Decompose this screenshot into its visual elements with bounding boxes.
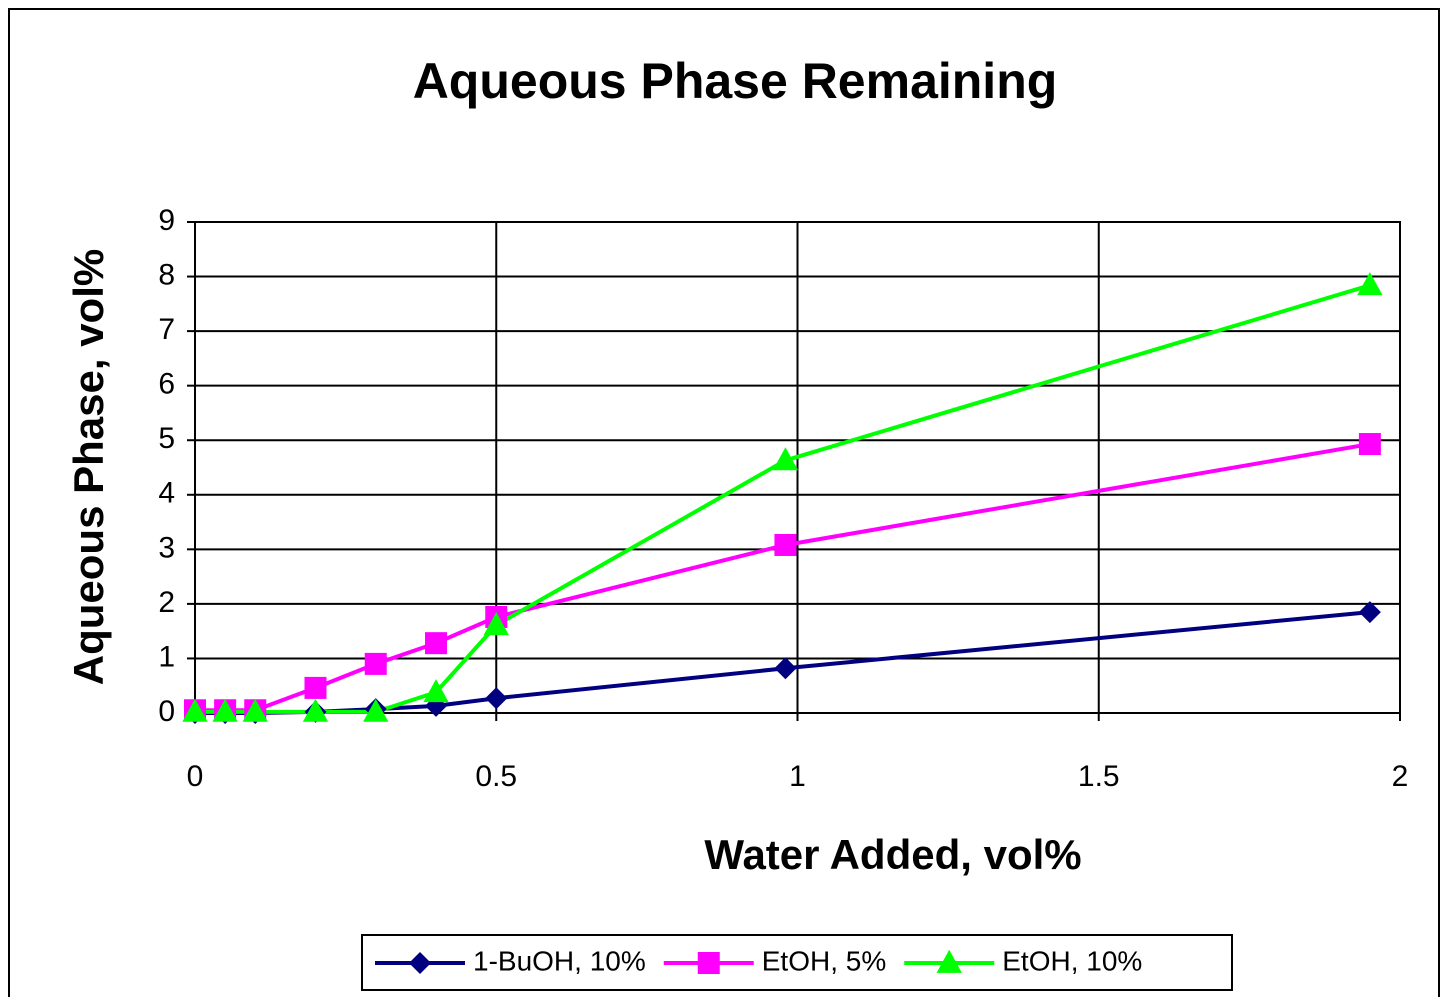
x-tick-label: 2 xyxy=(1392,760,1409,793)
y-tick-label: 9 xyxy=(158,204,175,237)
marker xyxy=(485,687,508,710)
legend-marker xyxy=(697,952,720,974)
y-axis-label: Aqueous Phase, vol% xyxy=(65,249,112,685)
marker xyxy=(772,447,799,471)
legend xyxy=(361,934,1233,991)
y-tick-label: 7 xyxy=(158,313,175,346)
y-tick-label: 8 xyxy=(158,258,175,291)
y-tick-label: 2 xyxy=(158,586,175,619)
marker xyxy=(423,679,449,703)
x-tick-label: 0 xyxy=(187,760,204,793)
marker xyxy=(242,698,268,722)
marker xyxy=(363,698,389,722)
legend-marker xyxy=(936,949,962,973)
marker xyxy=(212,698,238,722)
legend-label: 1-BuOH, 10% xyxy=(473,945,646,976)
y-tick-label: 6 xyxy=(158,368,175,401)
x-tick-label: 0.5 xyxy=(475,760,517,793)
legend-label: EtOH, 10% xyxy=(1002,945,1142,976)
chart-title: Aqueous Phase Remaining xyxy=(413,53,1058,109)
legend-marker xyxy=(409,952,431,974)
y-tick-label: 3 xyxy=(158,531,175,564)
marker xyxy=(304,676,327,699)
y-tick-label: 0 xyxy=(158,695,175,728)
y-tick-label: 4 xyxy=(158,477,175,510)
y-tick-label: 5 xyxy=(158,422,175,455)
marker xyxy=(1357,272,1383,296)
marker xyxy=(182,698,208,722)
marker xyxy=(774,533,797,556)
marker xyxy=(774,657,797,680)
marker xyxy=(302,698,329,722)
y-tick-label: 1 xyxy=(158,640,175,673)
x-tick-label: 1.5 xyxy=(1078,760,1120,793)
x-tick-label: 1 xyxy=(789,760,806,793)
marker xyxy=(483,611,509,636)
marker xyxy=(1358,433,1381,456)
marker xyxy=(1358,601,1381,624)
legend-label: EtOH, 5% xyxy=(762,945,886,976)
marker xyxy=(425,632,447,655)
marker xyxy=(364,652,387,675)
x-axis-label: Water Added, vol% xyxy=(704,831,1081,878)
